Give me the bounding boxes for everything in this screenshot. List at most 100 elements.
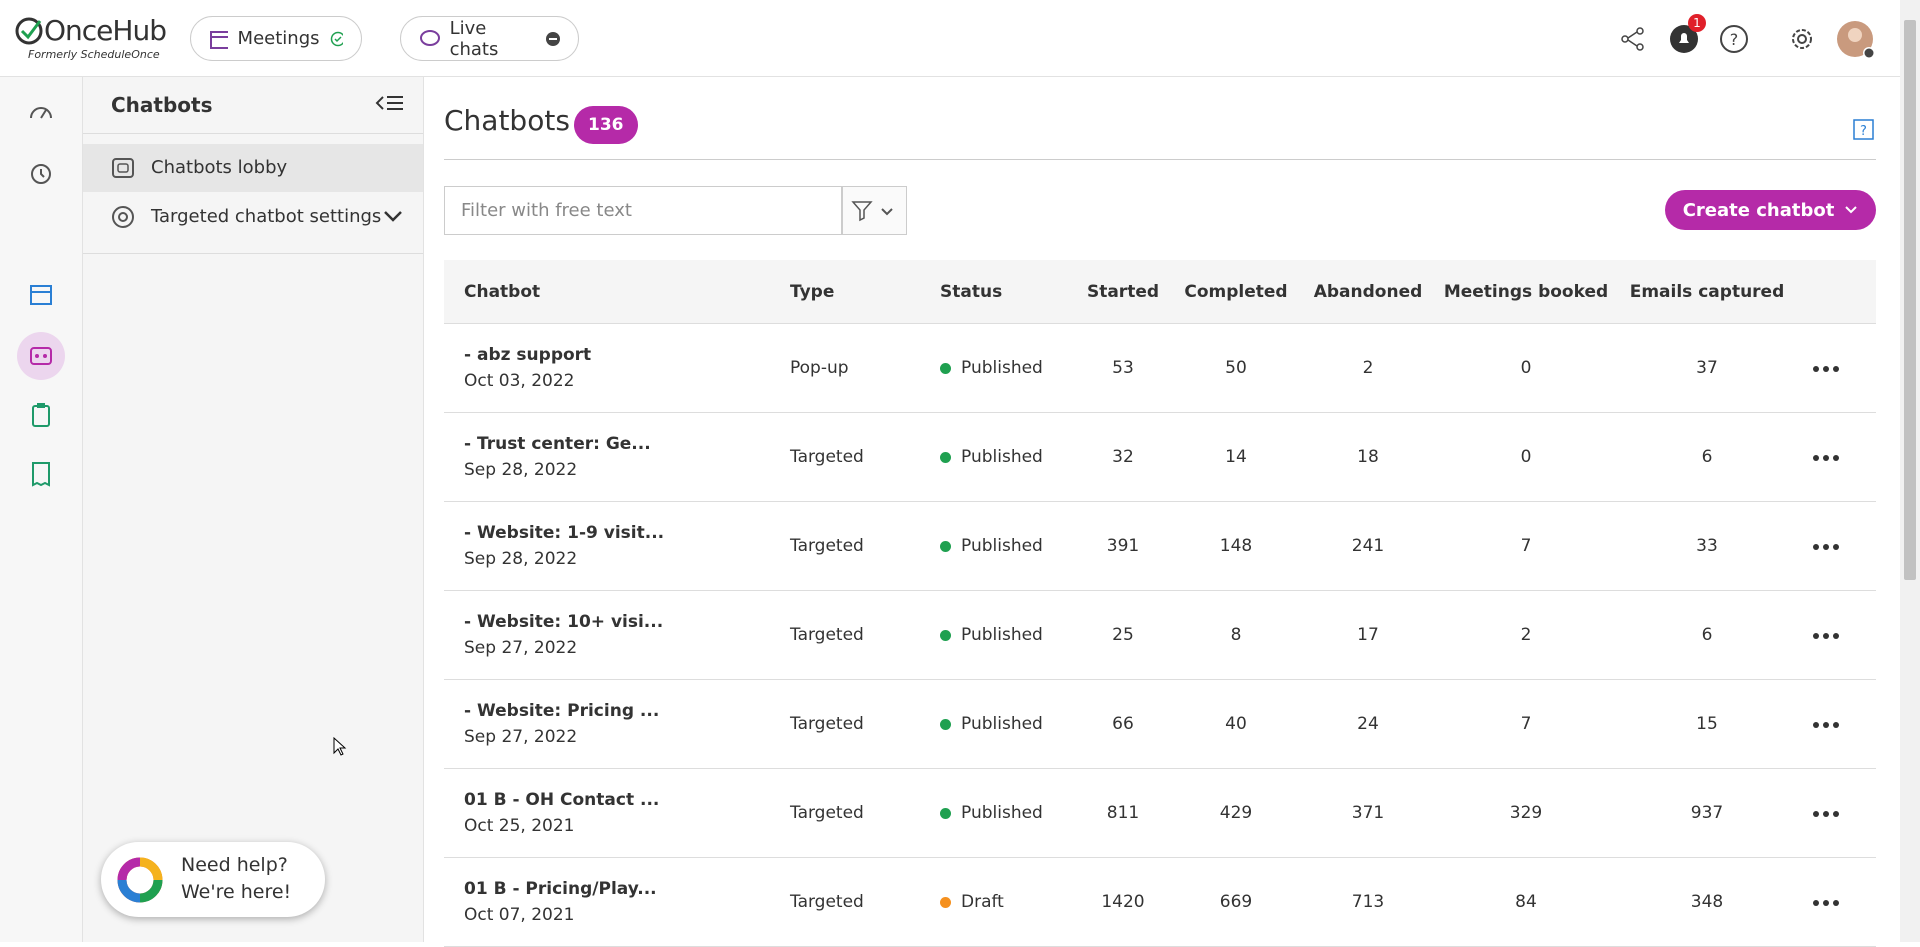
table-row[interactable]: - Website: 1-9 visit... Sep 28, 2022 Targe… — [444, 502, 1876, 591]
table-row[interactable]: 01 B - Pricing/Play... Oct 07, 2021 Target… — [444, 858, 1876, 947]
number-cell: 241 — [1351, 536, 1385, 556]
live-chats-button[interactable]: Live chats — [400, 16, 579, 61]
divider — [444, 159, 1876, 160]
dashboard-icon[interactable] — [28, 100, 54, 122]
chatbots-table: Chatbot Type Status Started Completed Abandon… — [444, 260, 1876, 947]
chatbot-name[interactable]: - abz support — [464, 345, 592, 365]
status-label: Published — [961, 714, 1043, 734]
status-cell: Published — [920, 714, 1070, 734]
share-icon[interactable] — [1620, 26, 1646, 52]
chatbot-date: Sep 28, 2022 — [464, 460, 578, 480]
meetings-nav-icon[interactable] — [29, 282, 53, 306]
column-header[interactable]: Chatbot — [464, 281, 541, 302]
table-row[interactable]: 01 B - OH Contact ... Oct 25, 2021 Targete… — [444, 769, 1876, 858]
number-cell: 53 — [1112, 358, 1134, 378]
number-cell: 84 — [1515, 892, 1537, 912]
status-dot — [940, 540, 951, 552]
chatbot-cell: - abz support Oct 03, 2022 — [444, 345, 770, 391]
notification-badge: 1 — [1688, 14, 1706, 32]
number-cell: 15 — [1696, 714, 1718, 734]
create-chatbot-button[interactable]: Create chatbot — [1665, 190, 1876, 230]
table-header: Chatbot Type Status Started Completed Abandon… — [444, 260, 1876, 324]
number-cell: 371 — [1351, 803, 1385, 823]
logo[interactable]: OnceHub — [44, 14, 167, 47]
filter-icon — [851, 201, 893, 222]
settings-icon[interactable] — [1788, 25, 1816, 53]
column-header[interactable]: Status — [940, 281, 1003, 302]
avatar[interactable] — [1836, 20, 1876, 60]
more-icon[interactable] — [1812, 899, 1840, 907]
chatbot-cell: - Website: 1-9 visit... Sep 28, 2022 — [444, 523, 770, 569]
more-actions[interactable] — [1802, 803, 1876, 823]
sidebar-item[interactable]: Chatbots lobby — [151, 157, 288, 178]
chatbots-nav-icon[interactable] — [16, 331, 66, 381]
table-row[interactable]: - Website: 10+ visi... Sep 27, 2022 Target… — [444, 591, 1876, 680]
more-actions[interactable] — [1802, 358, 1876, 378]
status-dot — [940, 807, 951, 819]
scrollbar[interactable] — [1900, 0, 1920, 942]
number-cell: 669 — [1219, 892, 1253, 912]
number-cell: 429 — [1219, 803, 1253, 823]
more-actions[interactable] — [1802, 892, 1876, 912]
column-header[interactable]: Completed — [1184, 281, 1288, 302]
help-widget[interactable]: Need help? We're here! — [101, 842, 325, 917]
number-cell: 33 — [1696, 536, 1718, 556]
help-widget-text: Need help? — [181, 854, 288, 876]
table-row[interactable]: - Website: Pricing ... Sep 27, 2022 Target… — [444, 680, 1876, 769]
more-actions[interactable] — [1802, 625, 1876, 645]
column-header[interactable]: Started — [1086, 281, 1160, 302]
filter-button[interactable] — [842, 186, 907, 235]
status-label: Published — [961, 803, 1043, 823]
divider — [83, 253, 423, 254]
chatbot-name[interactable]: - Website: 10+ visi... — [464, 612, 664, 632]
meetings-button[interactable]: Meetings — [190, 16, 362, 61]
off-icon — [546, 31, 560, 46]
notifications-icon[interactable] — [1670, 24, 1700, 54]
scroll-thumb[interactable] — [1904, 20, 1916, 580]
chatbot-name[interactable]: - Website: 1-9 visit... — [464, 523, 665, 543]
collapse-icon[interactable] — [375, 93, 405, 115]
number-cell: 37 — [1696, 358, 1718, 378]
more-icon[interactable] — [1812, 454, 1840, 462]
chatbot-name[interactable]: - Trust center: Ge... — [464, 434, 651, 454]
more-icon[interactable] — [1812, 810, 1840, 818]
chatbot-date: Oct 03, 2022 — [464, 371, 575, 391]
more-actions[interactable] — [1802, 447, 1876, 467]
number-cell: 7 — [1520, 536, 1532, 556]
chatbot-name[interactable]: - Website: Pricing ... — [464, 701, 660, 721]
column-header[interactable]: Meetings booked — [1443, 281, 1609, 302]
column-header[interactable]: Emails captured — [1629, 281, 1785, 302]
live-chats-label: Live chats — [449, 17, 499, 60]
column-header[interactable]: Type — [790, 281, 835, 302]
number-cell: 18 — [1357, 447, 1379, 467]
filter-input[interactable]: Filter with free text — [444, 186, 842, 235]
more-icon[interactable] — [1812, 632, 1840, 640]
more-actions[interactable] — [1802, 536, 1876, 556]
more-icon[interactable] — [1812, 721, 1840, 729]
icon-rail — [0, 77, 82, 942]
help-box-icon[interactable]: ? — [1853, 119, 1875, 141]
expand-icon[interactable] — [383, 209, 403, 223]
status-dot — [940, 629, 951, 641]
chatbot-name[interactable]: 01 B - Pricing/Play... — [464, 879, 657, 899]
history-icon[interactable] — [29, 162, 53, 186]
help-icon[interactable]: ? — [1719, 24, 1749, 54]
more-icon[interactable] — [1812, 543, 1840, 551]
more-icon[interactable] — [1812, 365, 1840, 373]
count-badge: 136 — [574, 106, 638, 144]
number-cell: 148 — [1219, 536, 1253, 556]
sidebar-item[interactable]: Targeted chatbot settings — [151, 206, 382, 227]
chatbot-date: Sep 27, 2022 — [464, 638, 578, 658]
svg-text:?: ? — [1860, 124, 1867, 139]
type-cell: Targeted — [790, 892, 864, 912]
table-row[interactable]: - Trust center: Ge... Sep 28, 2022 Targete… — [444, 413, 1876, 502]
number-cell: 24 — [1357, 714, 1379, 734]
status-cell: Published — [920, 625, 1070, 645]
more-actions[interactable] — [1802, 714, 1876, 734]
chatbot-name[interactable]: 01 B - OH Contact ... — [464, 790, 660, 810]
receipt-icon[interactable] — [29, 461, 53, 487]
table-row[interactable]: - abz support Oct 03, 2022 Pop-up Published… — [444, 324, 1876, 413]
column-header[interactable]: Abandoned — [1313, 281, 1423, 302]
sidebar-item-active[interactable] — [83, 144, 423, 192]
clipboard-icon[interactable] — [30, 402, 52, 428]
